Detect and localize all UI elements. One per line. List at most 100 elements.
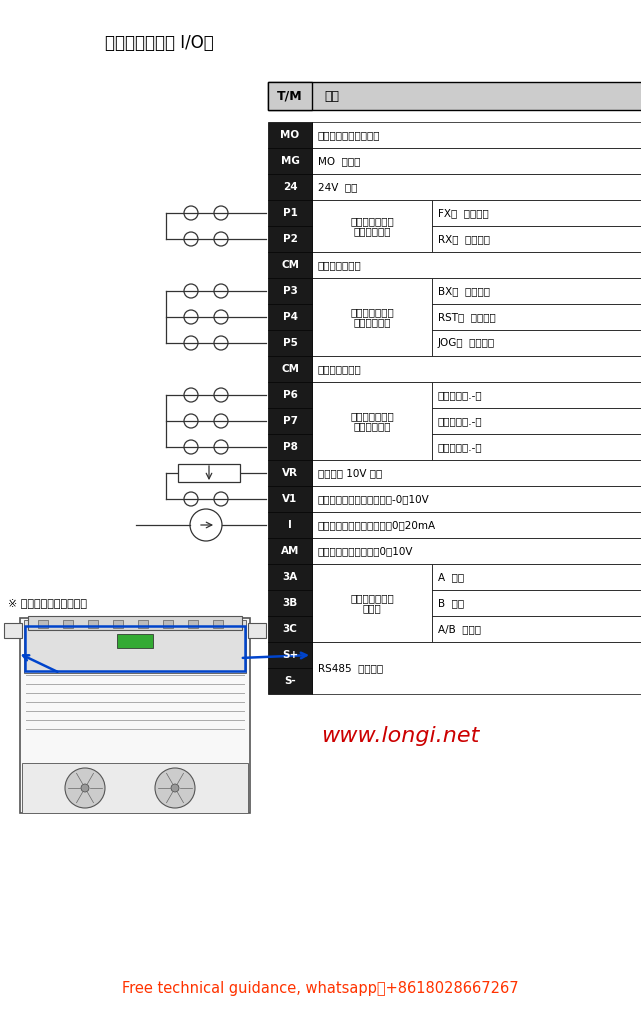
Bar	[268, 148, 312, 174]
Bar	[268, 486, 312, 512]
Text: 多功能输入端子: 多功能输入端子	[350, 411, 394, 421]
Bar	[312, 174, 641, 200]
Text: P7: P7	[283, 416, 297, 426]
Text: A/B  公共端: A/B 公共端	[438, 624, 481, 634]
Text: 端子接线（控制 I/O）: 端子接线（控制 I/O）	[105, 34, 213, 52]
Bar	[63, 620, 73, 628]
Text: 频率设定的电压信号输入：-0～10V: 频率设定的电压信号输入：-0～10V	[318, 494, 429, 504]
Bar	[22, 763, 248, 813]
Text: I: I	[288, 520, 292, 530]
Text: 频率设定的电流信号输入：0～20mA: 频率设定的电流信号输入：0～20mA	[318, 520, 436, 530]
Text: P2: P2	[283, 234, 297, 244]
Bar	[268, 382, 312, 408]
Bar	[268, 356, 312, 382]
Bar	[268, 434, 312, 460]
Text: P6: P6	[283, 390, 297, 400]
Text: P5: P5	[283, 338, 297, 348]
Bar	[432, 590, 641, 616]
Bar	[268, 642, 312, 668]
Bar	[28, 616, 242, 630]
Bar	[312, 122, 641, 148]
Text: （工厂设定）: （工厂设定）	[353, 317, 391, 327]
Text: VR: VR	[282, 468, 298, 478]
Bar	[432, 408, 641, 434]
Bar	[268, 200, 312, 226]
Bar	[25, 626, 245, 671]
Bar	[312, 252, 641, 278]
Bar	[312, 486, 641, 512]
Text: 多功能输入端子: 多功能输入端子	[350, 307, 394, 317]
Circle shape	[155, 768, 195, 808]
Text: 电位器的 10V 电源: 电位器的 10V 电源	[318, 468, 382, 478]
Bar	[312, 564, 432, 642]
Text: （工厂设定）: （工厂设定）	[353, 226, 391, 236]
Bar	[268, 122, 312, 148]
Text: 3C: 3C	[283, 624, 297, 634]
Text: AM: AM	[281, 546, 299, 556]
Bar	[312, 148, 641, 174]
Bar	[178, 464, 240, 482]
Bar	[312, 642, 641, 694]
Text: V1: V1	[283, 494, 297, 504]
Text: RST：  故障复位: RST： 故障复位	[438, 312, 495, 322]
Bar	[432, 564, 641, 590]
Bar	[268, 512, 312, 538]
Bar	[163, 620, 173, 628]
Bar	[268, 278, 312, 304]
Text: MO: MO	[281, 130, 299, 140]
Bar	[312, 200, 432, 252]
Text: RX：  反向运行: RX： 反向运行	[438, 234, 490, 244]
Bar	[4, 623, 22, 638]
Bar	[268, 590, 312, 616]
Text: （工厂设定）: （工厂设定）	[353, 421, 391, 431]
Text: 输入信号公共端: 输入信号公共端	[318, 364, 362, 374]
Bar	[138, 620, 148, 628]
Text: MO  公共端: MO 公共端	[318, 156, 360, 166]
Bar	[268, 460, 312, 486]
Bar	[20, 618, 250, 813]
Bar	[432, 382, 641, 408]
Bar	[268, 330, 312, 356]
Bar	[312, 278, 432, 356]
Text: BX：  紧急停止: BX： 紧急停止	[438, 286, 490, 296]
Text: MG: MG	[281, 156, 299, 166]
Text: 描述: 描述	[324, 89, 339, 102]
Text: B  输出: B 输出	[438, 598, 464, 608]
Bar	[268, 564, 312, 590]
Text: T/M: T/M	[277, 89, 303, 102]
Bar	[117, 634, 153, 648]
Bar	[432, 330, 641, 356]
Bar	[432, 278, 641, 304]
Bar	[38, 620, 48, 628]
Text: RS485  通讯端子: RS485 通讯端子	[318, 663, 383, 673]
Text: www.longi.net: www.longi.net	[320, 725, 479, 745]
Bar	[248, 623, 266, 638]
Bar	[188, 620, 198, 628]
Text: 多功能开路集电极输出: 多功能开路集电极输出	[318, 130, 381, 140]
Bar	[432, 226, 641, 252]
Text: P4: P4	[283, 312, 297, 322]
Text: 出端子: 出端子	[363, 603, 381, 613]
Text: A  输出: A 输出	[438, 572, 464, 582]
Text: S+: S+	[282, 650, 298, 660]
Text: 24V  输出: 24V 输出	[318, 182, 358, 193]
Bar	[432, 434, 641, 460]
Bar	[268, 408, 312, 434]
Bar	[312, 356, 641, 382]
Text: 多步速频率.-中: 多步速频率.-中	[438, 416, 483, 426]
Bar	[268, 668, 312, 694]
Bar	[268, 304, 312, 330]
Bar	[268, 252, 312, 278]
Bar	[268, 226, 312, 252]
Text: Free technical guidance, whatsapp：+8618028667267: Free technical guidance, whatsapp：+86180…	[122, 981, 519, 996]
Bar	[312, 382, 432, 460]
Bar	[268, 538, 312, 564]
Text: 多步速频率.-高: 多步速频率.-高	[438, 442, 483, 452]
Text: P3: P3	[283, 286, 297, 296]
Bar	[268, 616, 312, 642]
Bar	[432, 200, 641, 226]
Bar	[312, 460, 641, 486]
Bar	[312, 538, 641, 564]
Text: 24: 24	[283, 182, 297, 193]
Bar	[268, 82, 641, 110]
